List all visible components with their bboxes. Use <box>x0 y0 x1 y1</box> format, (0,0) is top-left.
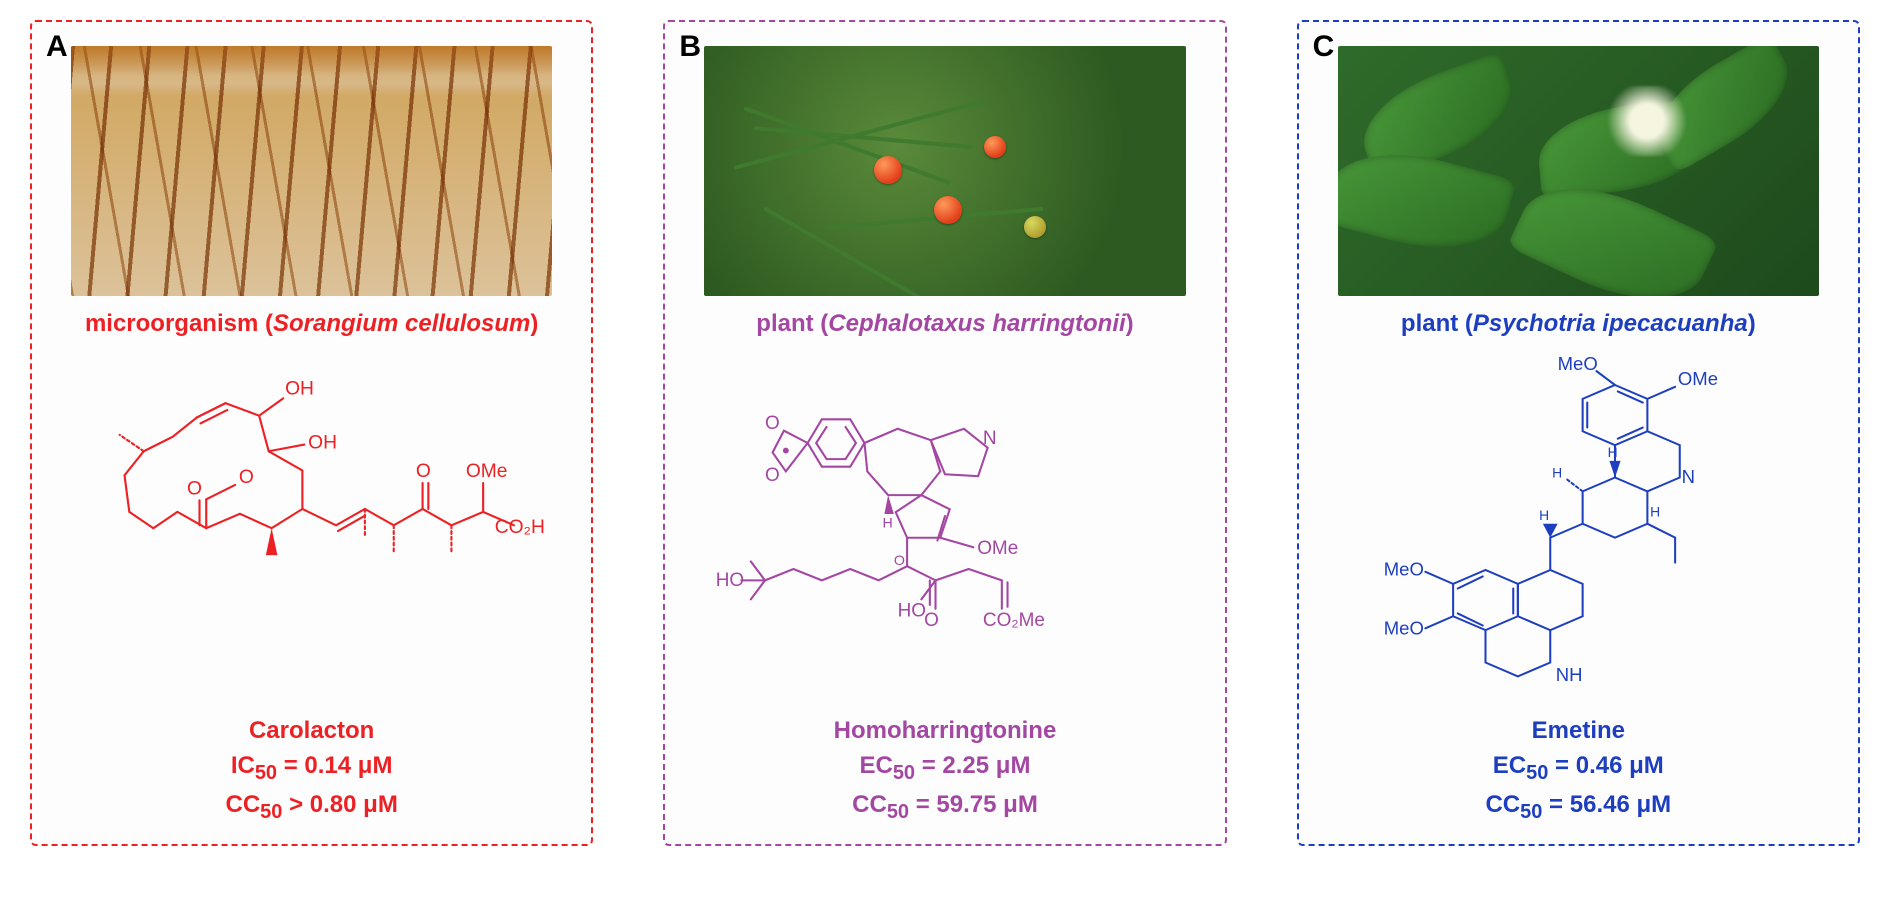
source-type: microorganism <box>85 310 258 337</box>
metric-1: IC50 = 0.14 μM <box>225 749 397 788</box>
compound-name: Homoharringtonine <box>834 714 1057 749</box>
chem-label: OMe <box>466 461 508 482</box>
species-name: Psychotria ipecacuanha <box>1473 310 1748 337</box>
chem-label: O <box>187 479 202 500</box>
chem-label: O <box>765 413 780 434</box>
panel-a-structure: OH OH O O O OMe CO₂H <box>50 358 573 708</box>
chem-label: OH <box>285 379 314 400</box>
source-type: plant <box>756 310 813 337</box>
chem-label: CO₂Me <box>983 610 1045 631</box>
chem-label: O <box>765 465 780 486</box>
metric-2: CC50 = 59.75 μM <box>834 788 1057 827</box>
panel-a-info: Carolacton IC50 = 0.14 μM CC50 > 0.80 μM <box>225 714 397 826</box>
chem-label: H <box>1539 507 1549 523</box>
chem-label: O <box>894 553 905 569</box>
chem-label: OMe <box>977 538 1018 559</box>
chem-label: MeO <box>1384 618 1424 639</box>
chem-label: OH <box>308 432 337 453</box>
chem-label: OMe <box>1678 368 1718 389</box>
panel-b-photo <box>704 46 1185 296</box>
source-type: plant <box>1401 310 1458 337</box>
chem-label: O <box>924 610 939 631</box>
panel-b-structure: O O N H O O OMe HO HO CO₂Me <box>683 358 1206 708</box>
chem-label: H <box>1608 444 1618 460</box>
chem-label: O <box>416 461 431 482</box>
chem-label: NH <box>1556 664 1583 685</box>
panel-c-label: C <box>1313 30 1335 64</box>
compound-name: Carolacton <box>225 714 397 749</box>
panel-a-source: microorganism (Sorangium cellulosum) <box>85 310 538 338</box>
chem-label: H <box>1650 503 1660 519</box>
panel-c-source: plant (Psychotria ipecacuanha) <box>1401 310 1756 338</box>
panel-a-photo <box>71 46 552 296</box>
chem-label: H <box>882 515 892 531</box>
panel-b-info: Homoharringtonine EC50 = 2.25 μM CC50 = … <box>834 714 1057 826</box>
chem-label: MeO <box>1558 353 1598 374</box>
chem-label: HO <box>898 600 926 621</box>
metric-2: CC50 > 0.80 μM <box>225 788 397 827</box>
metric-1: EC50 = 0.46 μM <box>1485 749 1671 788</box>
metric-2: CC50 = 56.46 μM <box>1485 788 1671 827</box>
figure-container: A microorganism (Sorangium cellulosum) <box>0 0 1890 866</box>
panel-b-source: plant (Cephalotaxus harringtonii) <box>756 310 1133 338</box>
panel-a-label: A <box>46 30 68 64</box>
panel-c: C plant (Psychotria ipecacuanha) <box>1297 20 1860 846</box>
chem-label: MeO <box>1384 559 1424 580</box>
chem-label: HO <box>716 570 744 591</box>
panel-b-label: B <box>679 30 701 64</box>
chem-label: H <box>1552 465 1562 481</box>
metric-1: EC50 = 2.25 μM <box>834 749 1057 788</box>
panel-c-info: Emetine EC50 = 0.46 μM CC50 = 56.46 μM <box>1485 714 1671 826</box>
chem-label: CO₂H <box>494 517 544 538</box>
chem-label: N <box>1682 466 1695 487</box>
panel-b: B plant (Cephalotaxus harringtonii) <box>663 20 1226 846</box>
panel-c-photo <box>1338 46 1819 296</box>
chem-label: O <box>239 467 254 488</box>
chem-label: N <box>983 428 997 449</box>
species-name: Sorangium cellulosum <box>273 310 530 337</box>
panel-c-structure: MeO OMe MeO MeO H H H H N NH <box>1317 358 1840 708</box>
panel-a: A microorganism (Sorangium cellulosum) <box>30 20 593 846</box>
species-name: Cephalotaxus harringtonii <box>828 310 1125 337</box>
compound-name: Emetine <box>1485 714 1671 749</box>
